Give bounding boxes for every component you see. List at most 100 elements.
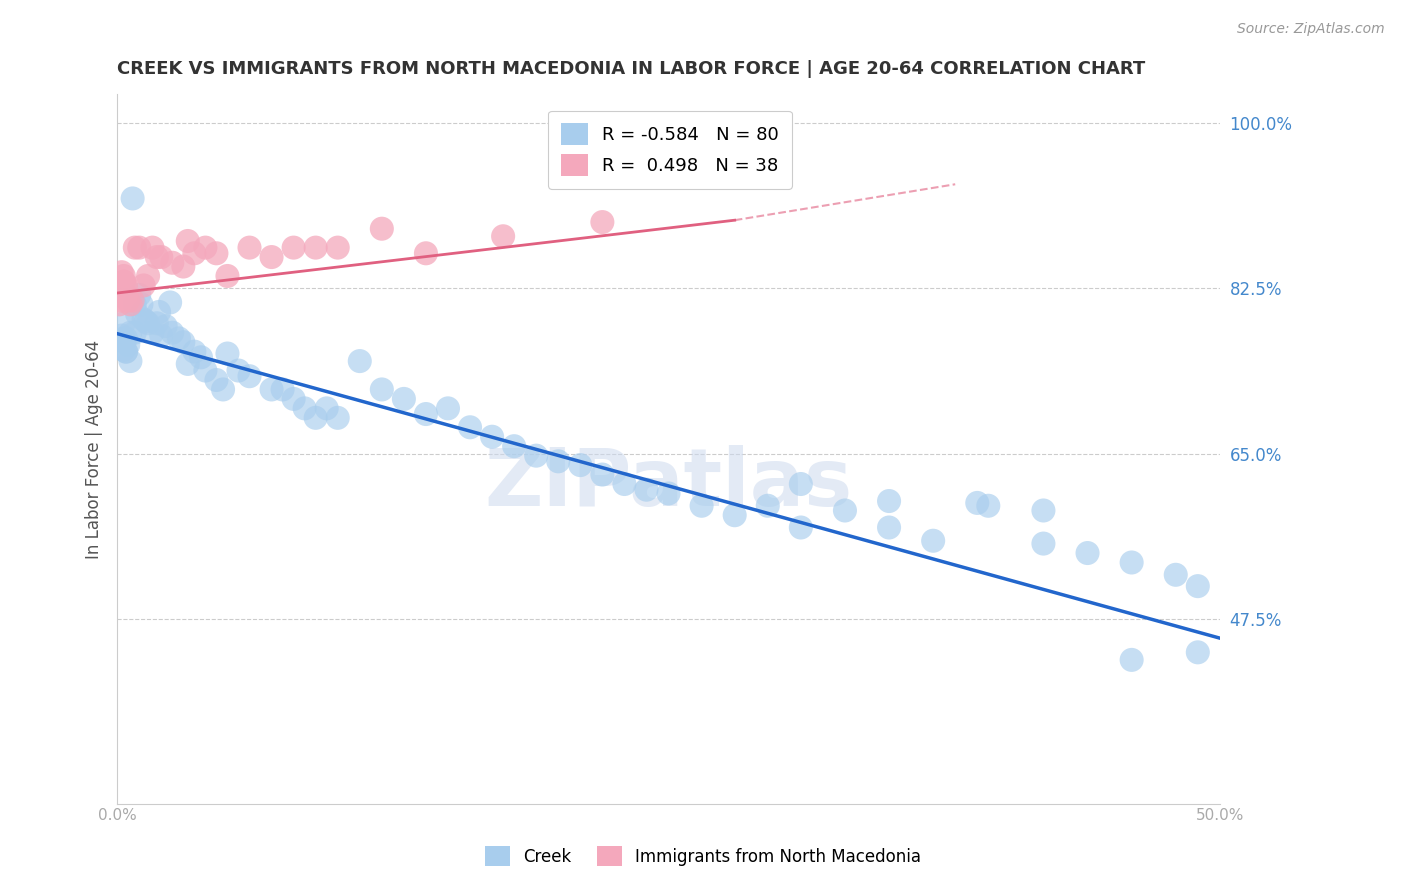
Point bbox=[117, 293, 139, 308]
Point bbox=[162, 326, 184, 340]
Point bbox=[524, 449, 547, 463]
Point bbox=[392, 392, 415, 406]
Point bbox=[966, 496, 988, 510]
Point bbox=[167, 331, 190, 345]
Point bbox=[115, 278, 138, 293]
Point bbox=[115, 344, 138, 359]
Point bbox=[112, 275, 135, 289]
Point bbox=[117, 338, 139, 352]
Point bbox=[1076, 546, 1098, 560]
Point bbox=[437, 401, 460, 416]
Point bbox=[415, 246, 437, 260]
Point bbox=[690, 499, 713, 513]
Point bbox=[177, 357, 200, 371]
Point bbox=[283, 241, 305, 255]
Point bbox=[371, 383, 394, 397]
Point bbox=[128, 241, 150, 255]
Point bbox=[120, 326, 142, 340]
Point bbox=[1121, 556, 1143, 570]
Point bbox=[217, 268, 239, 283]
Point bbox=[172, 335, 194, 350]
Point bbox=[148, 305, 170, 319]
Point bbox=[132, 312, 155, 326]
Point bbox=[790, 477, 813, 491]
Point bbox=[657, 486, 679, 500]
Point bbox=[121, 191, 143, 205]
Point bbox=[136, 316, 159, 330]
Point bbox=[150, 328, 173, 343]
Point bbox=[271, 383, 294, 397]
Point bbox=[120, 354, 142, 368]
Point bbox=[205, 373, 228, 387]
Y-axis label: In Labor Force | Age 20-64: In Labor Force | Age 20-64 bbox=[86, 340, 103, 558]
Point bbox=[150, 250, 173, 264]
Point bbox=[124, 241, 146, 255]
Point bbox=[212, 383, 235, 397]
Point bbox=[120, 297, 142, 311]
Point bbox=[124, 297, 146, 311]
Point bbox=[194, 241, 217, 255]
Point bbox=[228, 363, 250, 377]
Point bbox=[115, 344, 138, 359]
Point bbox=[591, 215, 613, 229]
Point bbox=[260, 383, 283, 397]
Point bbox=[591, 467, 613, 482]
Point bbox=[922, 533, 945, 548]
Point bbox=[108, 297, 131, 311]
Legend: R = -0.584   N = 80, R =  0.498   N = 38: R = -0.584 N = 80, R = 0.498 N = 38 bbox=[548, 111, 792, 189]
Point bbox=[112, 343, 135, 357]
Point bbox=[112, 331, 135, 345]
Point bbox=[155, 319, 177, 334]
Point bbox=[146, 316, 169, 330]
Point bbox=[124, 326, 146, 340]
Point bbox=[177, 234, 200, 248]
Point bbox=[110, 293, 132, 308]
Point bbox=[415, 407, 437, 421]
Point bbox=[790, 520, 813, 534]
Text: Source: ZipAtlas.com: Source: ZipAtlas.com bbox=[1237, 22, 1385, 37]
Point bbox=[112, 316, 135, 330]
Point bbox=[305, 241, 328, 255]
Point bbox=[834, 503, 856, 517]
Point bbox=[146, 250, 169, 264]
Point bbox=[613, 477, 636, 491]
Point bbox=[238, 241, 260, 255]
Point bbox=[238, 369, 260, 384]
Point bbox=[135, 314, 157, 328]
Point bbox=[877, 520, 900, 534]
Text: ZIPatlas: ZIPatlas bbox=[485, 445, 852, 524]
Point bbox=[1187, 579, 1209, 593]
Point bbox=[326, 241, 349, 255]
Point bbox=[110, 265, 132, 279]
Point bbox=[162, 256, 184, 270]
Point bbox=[756, 499, 779, 513]
Point bbox=[349, 354, 371, 368]
Point bbox=[283, 392, 305, 406]
Point bbox=[112, 275, 135, 289]
Point bbox=[877, 494, 900, 508]
Point bbox=[371, 221, 394, 235]
Point bbox=[1032, 503, 1054, 517]
Point bbox=[121, 293, 143, 308]
Point bbox=[110, 284, 132, 298]
Point bbox=[481, 430, 503, 444]
Point bbox=[159, 295, 181, 310]
Point bbox=[569, 458, 592, 472]
Point bbox=[190, 351, 212, 365]
Point bbox=[1032, 536, 1054, 550]
Point bbox=[977, 499, 1000, 513]
Point bbox=[724, 508, 747, 523]
Point bbox=[492, 229, 515, 244]
Point bbox=[128, 288, 150, 302]
Point bbox=[217, 346, 239, 360]
Point bbox=[183, 246, 205, 260]
Point bbox=[315, 401, 337, 416]
Legend: Creek, Immigrants from North Macedonia: Creek, Immigrants from North Macedonia bbox=[477, 838, 929, 875]
Point bbox=[110, 333, 132, 347]
Point bbox=[1164, 567, 1187, 582]
Point bbox=[132, 278, 155, 293]
Point bbox=[110, 284, 132, 298]
Point bbox=[1121, 653, 1143, 667]
Point bbox=[131, 297, 153, 311]
Point bbox=[110, 328, 132, 343]
